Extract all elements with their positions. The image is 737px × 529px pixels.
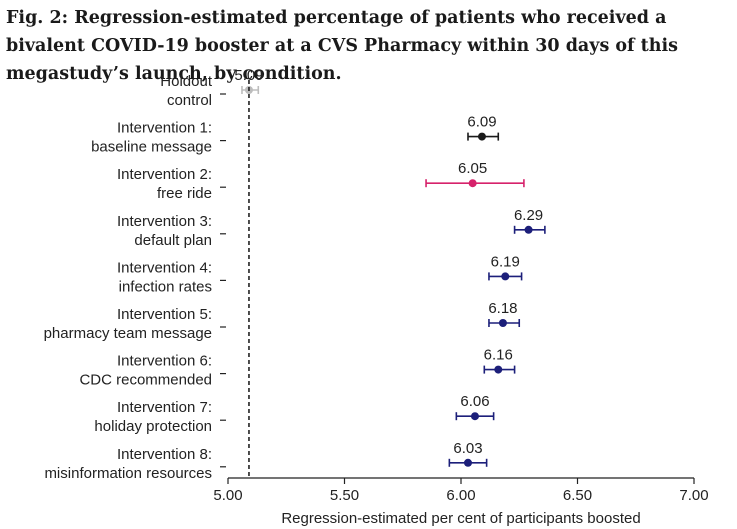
condition-label-line1: Intervention 8:	[117, 446, 212, 463]
point-estimate	[463, 458, 472, 467]
point-estimate	[524, 225, 533, 234]
condition-label-line2: pharmacy team message	[44, 325, 212, 342]
condition-row: Intervention 7: holiday protection 6.06	[94, 393, 495, 435]
condition-label-line2: default plan	[134, 232, 212, 249]
value-label: 6.16	[484, 347, 513, 364]
condition-label-line2: infection rates	[119, 278, 212, 295]
value-label: 6.09	[467, 114, 496, 131]
point-estimate	[498, 319, 507, 327]
x-axis: 5.00 5.50 6.00 6.50 7.00	[213, 477, 709, 504]
condition-label-line1: Intervention 3:	[117, 213, 212, 230]
condition-label-line1: Intervention 7:	[117, 399, 212, 416]
point-estimate	[477, 132, 486, 141]
x-tick-label: 6.00	[446, 487, 475, 504]
condition-row: Holdout control 5.09	[160, 67, 263, 109]
point-estimate	[494, 365, 503, 374]
value-label: 5.09	[234, 67, 263, 84]
condition-label-line2: CDC recommended	[79, 372, 212, 389]
condition-row: Intervention 8: misinformation resources 6…	[44, 440, 488, 482]
condition-label-line1: Intervention 5:	[117, 306, 212, 323]
condition-row: Intervention 5: pharmacy team message 6.18	[44, 300, 521, 342]
condition-row: Intervention 4: infection rates 6.19	[117, 253, 523, 295]
condition-label-line1: Intervention 1:	[117, 120, 212, 137]
condition-label-line2: free ride	[157, 185, 212, 202]
point-estimate	[501, 272, 510, 281]
point-estimate	[470, 412, 479, 421]
value-label: 6.03	[453, 440, 482, 457]
x-tick-label: 5.50	[330, 487, 359, 504]
value-label: 6.06	[460, 393, 489, 410]
x-tick-label: 6.50	[563, 487, 592, 504]
condition-label-line2: baseline message	[91, 139, 212, 156]
value-label: 6.05	[458, 160, 487, 177]
condition-label-line2: holiday protection	[94, 418, 212, 435]
condition-row: Intervention 2: free ride 6.05	[117, 160, 525, 202]
x-tick-label: 5.00	[213, 487, 242, 504]
x-tick-label: 7.00	[679, 487, 708, 504]
condition-label-line1: Intervention 4:	[117, 259, 212, 276]
condition-row: Intervention 1: baseline message 6.09	[91, 114, 500, 156]
condition-label-line2: misinformation resources	[44, 465, 212, 482]
value-label: 6.18	[488, 300, 517, 317]
figure-title: Fig. 2: Regression-estimated percentage …	[6, 8, 678, 84]
condition-label-line1: Intervention 2:	[117, 166, 212, 183]
value-label: 6.29	[514, 207, 543, 224]
condition-label-line1: Holdout	[160, 73, 213, 90]
x-axis-label: Regression-estimated per cent of partici…	[281, 510, 640, 527]
condition-label-line2: control	[167, 92, 212, 109]
value-label: 6.19	[491, 253, 520, 270]
condition-row: Intervention 6: CDC recommended 6.16	[79, 347, 516, 389]
condition-label-line1: Intervention 6:	[117, 353, 212, 370]
point-estimate	[468, 179, 477, 188]
condition-row: Intervention 3: default plan 6.29	[117, 207, 546, 249]
